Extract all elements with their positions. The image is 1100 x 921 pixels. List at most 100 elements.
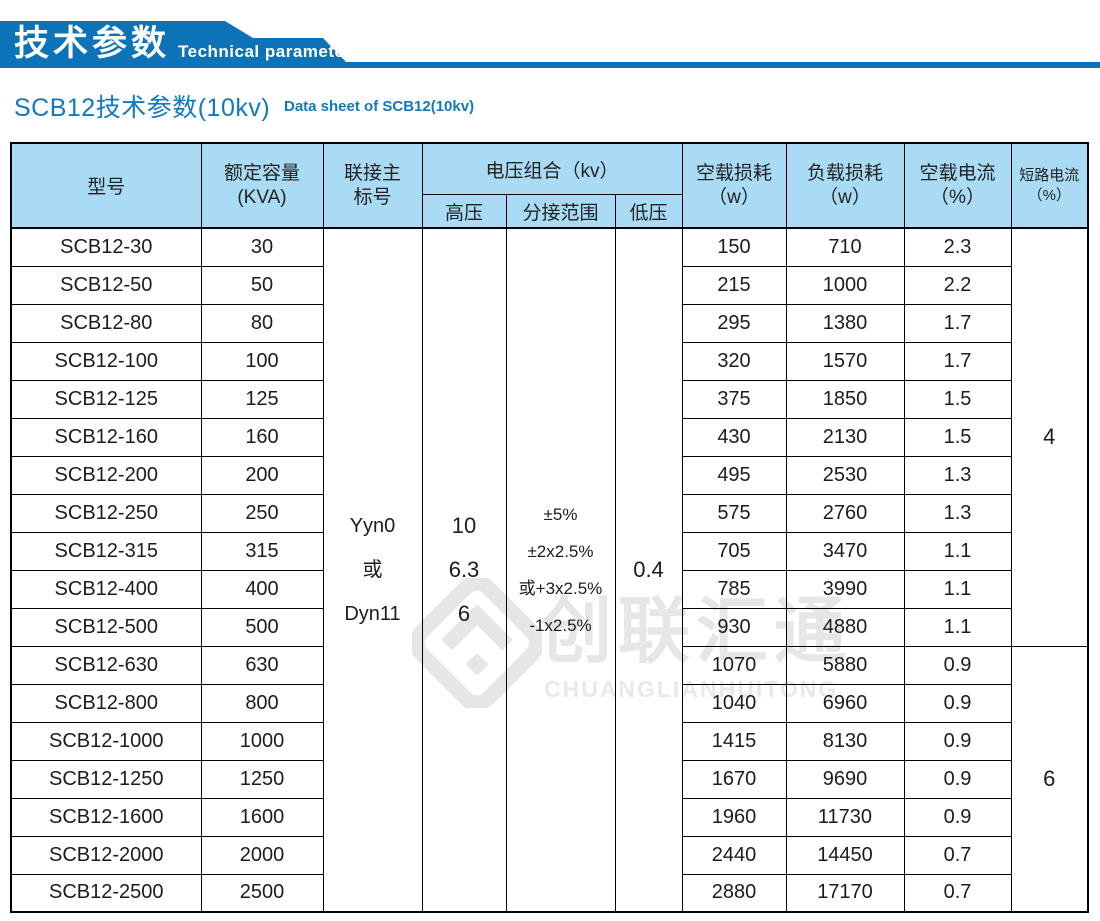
col-header-no-load-loss-line2: （w） <box>708 186 760 208</box>
load-loss-cell: 6960 <box>785 683 905 723</box>
tapping-range-cell-line: 或+3x2.5% <box>518 579 603 598</box>
capacity-cell: 1250 <box>200 759 324 799</box>
model-cell: SCB12-100 <box>10 341 202 381</box>
table-row: SCB12-1250 1250 1670 9690 0.9 <box>10 759 1088 799</box>
no-load-loss-cell: 320 <box>681 341 787 381</box>
model-cell: SCB12-500 <box>10 607 202 647</box>
table-row: SCB12-1600 1600 1960 11730 0.9 <box>10 797 1088 837</box>
tapping-range-cell-line: -1x2.5% <box>529 616 592 635</box>
capacity-cell: 400 <box>200 569 324 609</box>
no-load-loss-cell: 375 <box>681 379 787 419</box>
model-cell: SCB12-200 <box>10 455 202 495</box>
capacity-cell: 30 <box>200 227 324 267</box>
col-header-vector-line2: 标号 <box>353 186 392 208</box>
model-cell: SCB12-80 <box>10 303 202 343</box>
no-load-current-cell: 1.1 <box>903 531 1012 571</box>
load-loss-cell: 3470 <box>785 531 905 571</box>
capacity-cell: 80 <box>200 303 324 343</box>
hv-cell-line: 6 <box>457 601 471 626</box>
section-title: SCB12技术参数(10kv) <box>14 94 271 122</box>
no-load-loss-cell: 2440 <box>681 835 787 875</box>
no-load-current-cell: 0.9 <box>903 721 1012 761</box>
capacity-cell: 630 <box>200 645 324 685</box>
section-subtitle: Data sheet of SCB12(10kv) <box>284 98 475 115</box>
no-load-current-cell: 0.9 <box>903 797 1012 837</box>
col-header-voltage-group: 电压组合（kv） <box>421 142 683 195</box>
no-load-current-cell: 1.1 <box>903 569 1012 609</box>
no-load-loss-cell: 215 <box>681 265 787 305</box>
col-header-load-loss-line1: 负载损耗 <box>806 162 883 184</box>
no-load-loss-cell: 575 <box>681 493 787 533</box>
hv-cell-line: 6.3 <box>448 557 480 582</box>
model-cell: SCB12-400 <box>10 569 202 609</box>
no-load-current-cell: 1.3 <box>903 493 1012 533</box>
no-load-current-cell: 0.9 <box>903 759 1012 799</box>
load-loss-cell: 4880 <box>785 607 905 647</box>
no-load-loss-cell: 1670 <box>681 759 787 799</box>
col-header-no-load-current-line2: （%） <box>930 186 985 208</box>
table-body: SCB12-30 30 Yyn0 或 Dyn11 10 6.3 6 ±5% ±2x2.5% 或+3x… <box>10 227 1089 913</box>
no-load-current-cell: 2.2 <box>903 265 1012 305</box>
table-row: SCB12-2000 2000 2440 14450 0.7 <box>10 835 1088 875</box>
no-load-loss-cell: 150 <box>681 227 787 267</box>
table-row: SCB12-2500 2500 2880 17170 0.7 <box>10 873 1088 913</box>
no-load-loss-cell: 1960 <box>681 797 787 837</box>
load-loss-cell: 3990 <box>785 569 905 609</box>
short-circuit-current-cell: 4 <box>1010 227 1089 647</box>
table-row: SCB12-1000 1000 1415 8130 0.9 <box>10 721 1088 761</box>
load-loss-cell: 11730 <box>785 797 905 837</box>
table-row: SCB12-200 200 495 2530 1.3 <box>10 455 1088 495</box>
table-row: SCB12-630 630 1070 5880 0.9 6 <box>10 645 1089 913</box>
capacity-cell: 250 <box>200 493 324 533</box>
capacity-cell: 315 <box>200 531 324 571</box>
no-load-current-cell: 0.7 <box>903 873 1012 913</box>
no-load-current-cell: 0.9 <box>903 683 1012 723</box>
model-cell: SCB12-315 <box>10 531 202 571</box>
load-loss-cell: 2130 <box>785 417 905 457</box>
table-row: SCB12-50 50 215 1000 2.2 <box>10 265 1088 305</box>
no-load-loss-cell: 1415 <box>681 721 787 761</box>
capacity-cell: 2000 <box>200 835 324 875</box>
load-loss-cell: 5880 <box>785 645 905 685</box>
capacity-cell: 1600 <box>200 797 324 837</box>
col-header-capacity: 额定容量 (KVA) <box>200 142 324 229</box>
model-cell: SCB12-1000 <box>10 721 202 761</box>
load-loss-cell: 8130 <box>785 721 905 761</box>
model-cell: SCB12-125 <box>10 379 202 419</box>
capacity-cell: 200 <box>200 455 324 495</box>
no-load-current-cell: 1.1 <box>903 607 1012 647</box>
col-header-vector-line1: 联接主 <box>343 162 401 184</box>
parameter-table-wrap: 型号 额定容量 (KVA) 联接主 标号 电压组合（kv） 空载损耗 （w） 负… <box>10 142 1089 913</box>
col-header-hv: 高压 <box>421 194 507 229</box>
model-cell: SCB12-2000 <box>10 835 202 875</box>
model-cell: SCB12-250 <box>10 493 202 533</box>
load-loss-cell: 2760 <box>785 493 905 533</box>
col-header-capacity-line1: 额定容量 <box>223 162 300 184</box>
model-cell: SCB12-50 <box>10 265 202 305</box>
load-loss-cell: 2530 <box>785 455 905 495</box>
model-cell: SCB12-1250 <box>10 759 202 799</box>
col-header-short-circuit-line2: （%） <box>1027 186 1071 204</box>
capacity-cell: 100 <box>200 341 324 381</box>
no-load-current-cell: 0.9 <box>903 645 1012 685</box>
model-cell: SCB12-800 <box>10 683 202 723</box>
no-load-current-cell: 1.7 <box>903 303 1012 343</box>
banner-title: 技术参数 <box>14 24 171 63</box>
hv-cell: 10 6.3 6 <box>421 227 507 913</box>
load-loss-cell: 1850 <box>785 379 905 419</box>
model-cell: SCB12-2500 <box>10 873 202 913</box>
capacity-cell: 800 <box>200 683 324 723</box>
model-cell: SCB12-1600 <box>10 797 202 837</box>
col-header-load-loss-line2: （w） <box>819 186 871 208</box>
no-load-loss-cell: 295 <box>681 303 787 343</box>
table-row: SCB12-30 30 Yyn0 或 Dyn11 10 6.3 6 ±5% ±2x2.5% 或+3x… <box>10 227 1089 913</box>
no-load-current-cell: 1.5 <box>903 379 1012 419</box>
vector-group-cell-line: Yyn0 <box>349 515 396 537</box>
model-cell: SCB12-160 <box>10 417 202 457</box>
no-load-loss-cell: 785 <box>681 569 787 609</box>
load-loss-cell: 14450 <box>785 835 905 875</box>
col-header-no-load-loss-line1: 空载损耗 <box>695 162 772 184</box>
col-header-lv: 低压 <box>614 194 683 229</box>
capacity-cell: 2500 <box>200 873 324 913</box>
no-load-current-cell: 1.3 <box>903 455 1012 495</box>
